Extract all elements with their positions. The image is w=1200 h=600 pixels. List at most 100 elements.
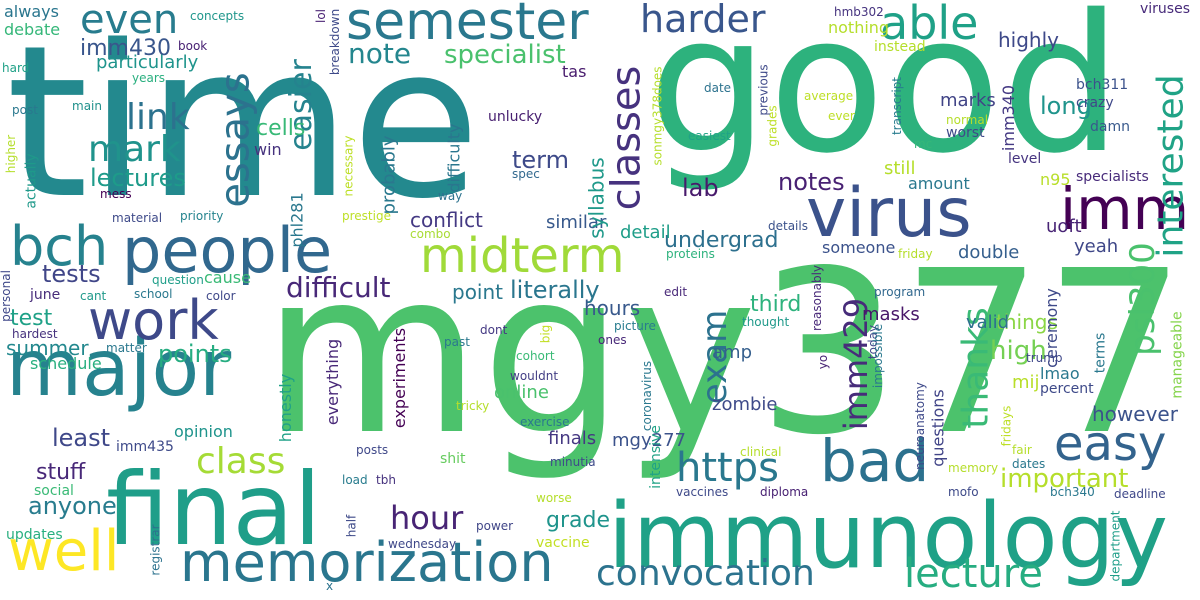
word: power [476,519,514,533]
word: things [996,310,1058,334]
word: tbh [376,473,396,487]
word: proteins [666,247,715,261]
word: load [342,473,368,487]
word: honestly [276,373,296,443]
word: social [34,483,74,499]
word: hours [584,296,641,320]
word: immunology [608,484,1168,589]
word: good [648,0,1122,195]
word: half [344,514,359,538]
word: vaccine [536,535,590,551]
word: lol [314,8,329,24]
word: program [874,285,926,299]
word: posts [356,443,389,457]
word: detail [620,222,671,243]
word: x [326,579,334,593]
word: n95 [1040,170,1071,189]
word: essays [212,72,259,208]
word: yeah [1074,236,1119,257]
word: phl281 [287,192,307,248]
word: lecture [904,551,1043,597]
word: concepts [190,9,245,23]
word: imm340 [999,84,1019,152]
word: mark [88,129,181,170]
word: long [1040,92,1092,120]
word: material [112,211,163,225]
word: mgy277 [612,430,686,451]
word: updates [6,527,63,543]
word: least [52,424,111,452]
word: lab [682,174,719,202]
word: bch [10,215,109,278]
word: cohort [516,349,555,363]
word: highly [998,28,1059,52]
word: semester [346,0,589,52]
word: imm430 [80,36,171,61]
word: school [134,287,173,301]
word: win [254,140,282,159]
word: double [958,242,1020,263]
word: valid [966,312,1010,333]
word: spec [512,167,540,181]
word: however [1092,402,1178,426]
word: third [750,292,802,317]
word: fair [1012,443,1032,457]
word: dates [1012,457,1046,471]
word: wouldnt [510,369,559,383]
word: bch340 [1050,485,1095,499]
word: grade [546,508,610,533]
word: viruses [1140,1,1191,17]
word: mofo [948,485,979,499]
word: edit [664,285,688,299]
word: matter [106,341,147,355]
word: higher [4,134,19,174]
word: coronavirus [640,360,655,432]
word: terms [1092,332,1109,374]
word: instead [874,39,926,55]
word: anyone [28,492,117,520]
word: friday [898,247,933,261]
word: note [348,37,412,70]
word: worst [946,125,985,141]
word: date [704,81,732,95]
word: undergrad [664,228,779,253]
word: notes [778,168,845,196]
word: probably [378,135,400,215]
word: bad [820,427,930,495]
word: difficult [286,271,391,304]
word: ones [598,333,627,347]
word: specialists [1076,169,1149,185]
word: amount [908,174,970,193]
word: color [206,289,236,303]
word: imm435 [116,439,174,455]
word: summer [6,336,89,360]
word: wednesday [388,537,457,551]
word: easiest [688,129,731,143]
word: major [6,324,232,414]
word: question [152,273,204,287]
word: june [30,287,61,303]
word: hmb302 [834,5,884,19]
word: uoft [1046,216,1082,237]
word: masks [862,304,920,325]
word: class [196,441,286,482]
word: test [10,306,53,331]
word: crazy [1076,95,1114,111]
word: finals [548,428,597,449]
word: virus [806,174,972,253]
word: priority [180,209,224,223]
word: memorization [180,531,554,594]
word: intensive [647,425,664,489]
word: mgy377 [262,223,1187,485]
word: mc [914,137,933,151]
word: similar [546,212,607,233]
word: people [122,214,333,287]
word: impossible [871,323,886,389]
word: ever [828,109,855,123]
word: yo [816,354,831,370]
word: term [512,146,569,174]
word: bch311 [1076,77,1129,93]
word: tricky [456,399,490,413]
word: amp [712,342,752,363]
